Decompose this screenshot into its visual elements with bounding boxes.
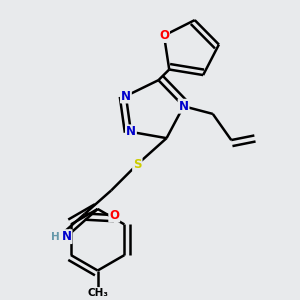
Text: H: H [51, 232, 60, 242]
Text: CH₃: CH₃ [87, 288, 108, 298]
Text: N: N [178, 100, 189, 113]
Text: O: O [109, 208, 119, 222]
Text: S: S [133, 158, 142, 171]
Text: N: N [126, 125, 136, 138]
Text: N: N [61, 230, 71, 243]
Text: N: N [121, 89, 131, 103]
Text: O: O [159, 29, 169, 42]
